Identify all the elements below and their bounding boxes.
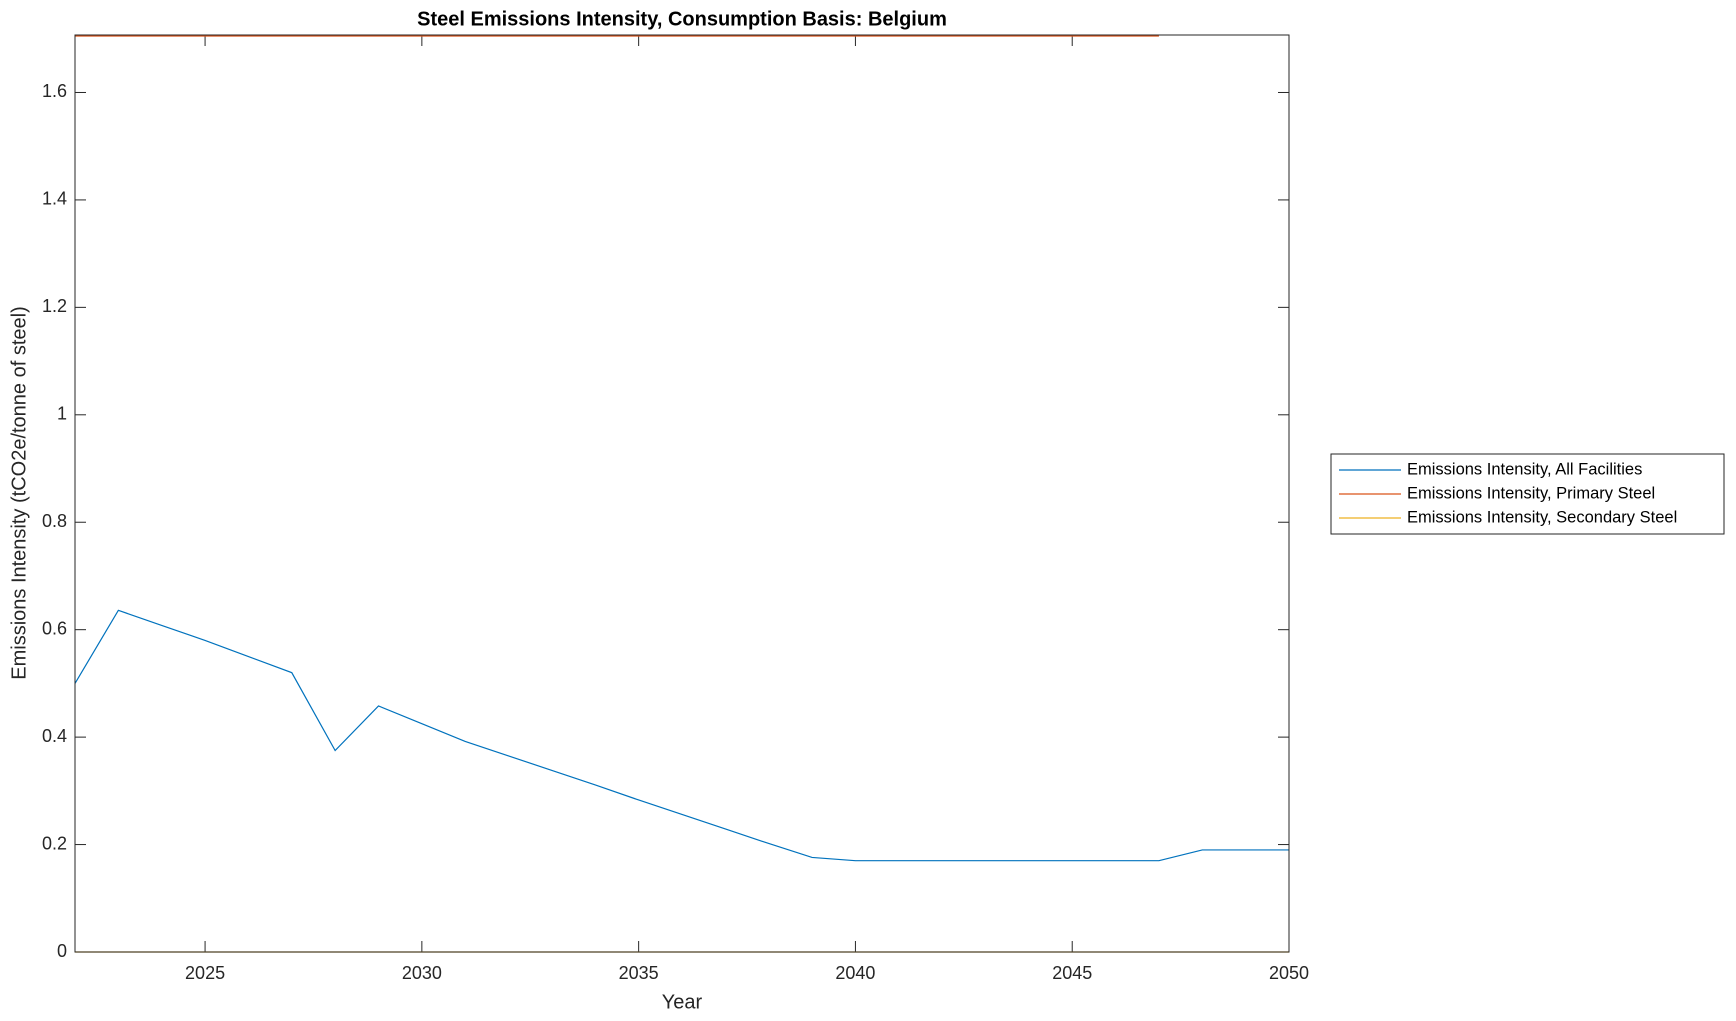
legend-label: Emissions Intensity, Primary Steel	[1407, 484, 1655, 502]
chart-title: Steel Emissions Intensity, Consumption B…	[417, 8, 947, 30]
x-tick-label: 2050	[1269, 963, 1309, 983]
y-tick-label: 0.6	[42, 618, 67, 638]
x-tick-label: 2045	[1052, 963, 1092, 983]
x-tick-label: 2030	[402, 963, 442, 983]
x-tick-label: 2040	[835, 963, 875, 983]
plot-area	[75, 35, 1289, 952]
y-axis-label: Emissions Intensity (tCO2e/tonne of stee…	[8, 306, 30, 680]
y-tick-label: 1.6	[42, 81, 67, 101]
legend-label: Emissions Intensity, All Facilities	[1407, 460, 1642, 478]
y-tick-label: 1	[57, 404, 67, 424]
y-tick-label: 1.4	[42, 189, 67, 209]
legend-label: Emissions Intensity, Secondary Steel	[1407, 508, 1677, 526]
series-line	[74, 609, 1289, 862]
axes-box	[74, 34, 1290, 953]
y-tick-label: 0	[57, 941, 67, 961]
y-tick-label: 0.8	[42, 511, 67, 531]
y-tick-label: 0.4	[42, 726, 67, 746]
y-tick-label: 0.2	[42, 833, 67, 853]
y-tick-label: 1.2	[42, 296, 67, 316]
x-tick-label: 2035	[619, 963, 659, 983]
x-axis-label: Year	[662, 991, 703, 1013]
x-tick-label: 2025	[185, 963, 225, 983]
